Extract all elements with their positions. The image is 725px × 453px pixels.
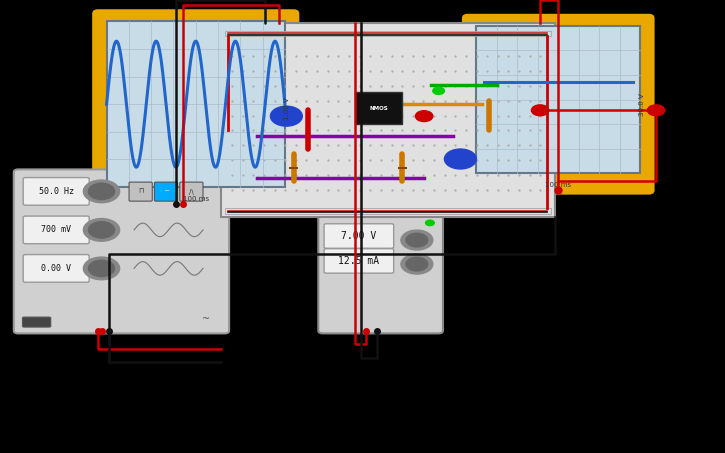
Bar [107, 21, 285, 187]
Text: 1.00 V: 1.00 V [284, 97, 290, 120]
FancyBboxPatch shape [318, 215, 443, 333]
Circle shape [270, 106, 302, 126]
FancyBboxPatch shape [324, 249, 394, 273]
Circle shape [426, 220, 434, 226]
Bar [221, 23, 555, 217]
FancyBboxPatch shape [154, 182, 178, 201]
Circle shape [433, 87, 444, 94]
Text: NMOS: NMOS [370, 106, 388, 111]
Circle shape [88, 260, 115, 276]
FancyBboxPatch shape [14, 169, 229, 333]
FancyBboxPatch shape [464, 16, 652, 193]
Circle shape [88, 222, 115, 238]
FancyBboxPatch shape [129, 182, 152, 201]
Circle shape [647, 105, 665, 116]
Circle shape [531, 105, 549, 116]
FancyBboxPatch shape [23, 255, 89, 282]
Text: ~: ~ [163, 188, 169, 195]
FancyBboxPatch shape [324, 224, 394, 248]
Circle shape [415, 111, 433, 121]
Text: 0.00 V: 0.00 V [41, 264, 71, 273]
Bar [355, 92, 402, 124]
Circle shape [83, 180, 120, 202]
Circle shape [444, 149, 476, 169]
FancyBboxPatch shape [22, 317, 51, 327]
Circle shape [406, 233, 428, 247]
Text: 12.5 mA: 12.5 mA [339, 256, 379, 266]
Circle shape [83, 218, 120, 241]
Circle shape [401, 230, 433, 250]
Text: ⊓: ⊓ [138, 188, 144, 195]
Text: 100 ms: 100 ms [183, 196, 209, 202]
FancyBboxPatch shape [94, 11, 297, 206]
Text: 7.00 V: 7.00 V [341, 231, 376, 241]
FancyBboxPatch shape [180, 182, 203, 201]
Circle shape [406, 257, 428, 271]
Circle shape [401, 254, 433, 274]
Text: 700 mV: 700 mV [41, 226, 71, 234]
Circle shape [88, 183, 115, 199]
Bar [476, 26, 640, 173]
Bar [225, 208, 551, 214]
Text: ~: ~ [202, 314, 210, 324]
FancyBboxPatch shape [23, 178, 89, 205]
Text: 30.0 V: 30.0 V [639, 93, 645, 116]
Text: /\: /\ [189, 188, 194, 195]
Text: 50.0 Hz: 50.0 Hz [38, 187, 74, 196]
Circle shape [83, 257, 120, 280]
FancyBboxPatch shape [23, 216, 89, 244]
Bar [225, 31, 551, 36]
Text: 100 ms: 100 ms [545, 182, 571, 188]
